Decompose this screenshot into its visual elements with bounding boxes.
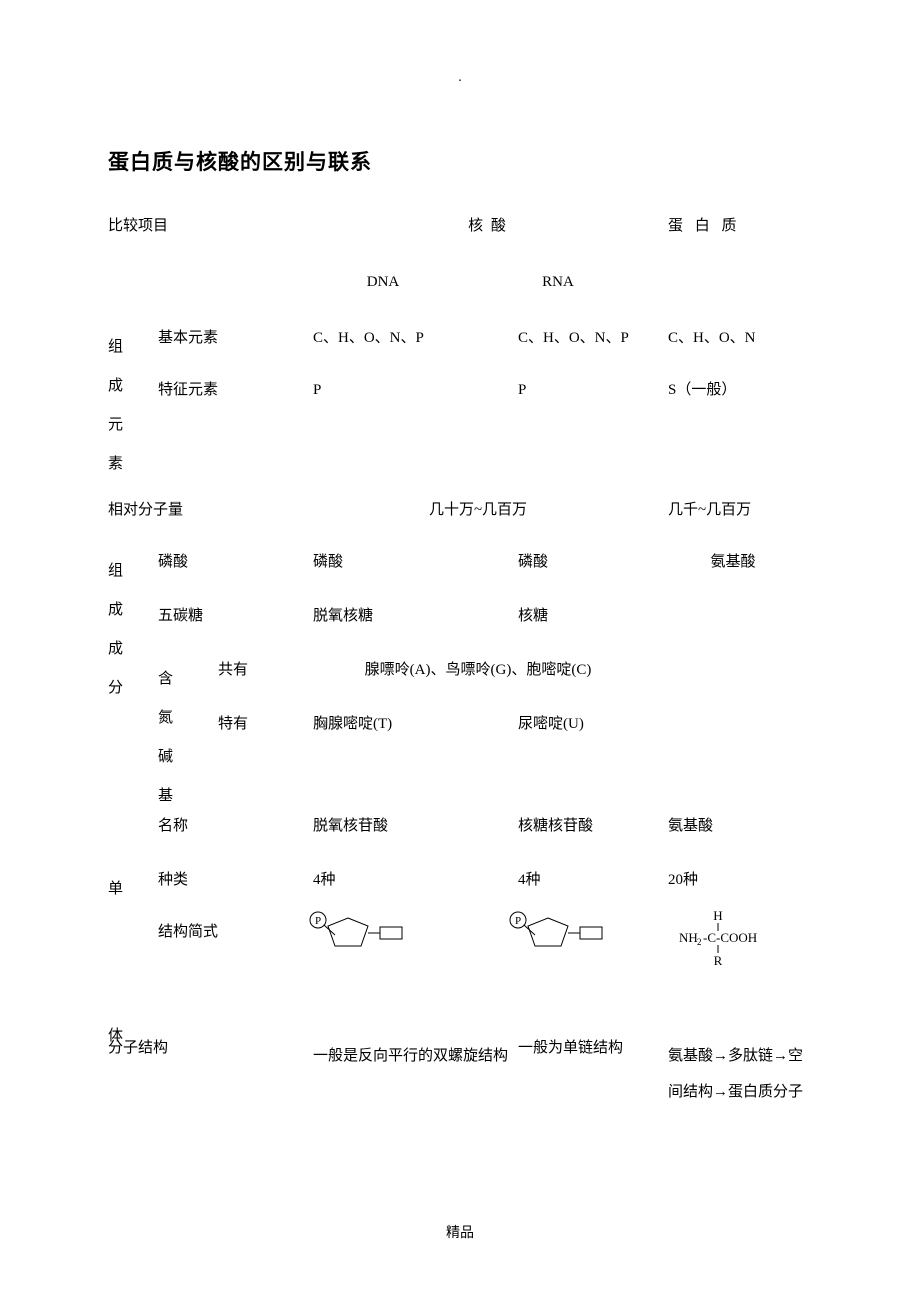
rna-feature-element: P <box>518 380 526 401</box>
dna-specific-base: 胸腺嘧啶(T) <box>313 714 392 735</box>
rna-phosphate: 磷酸 <box>518 552 548 573</box>
label-molecular-structure: 分子结构 <box>108 1038 168 1059</box>
nucleic-mw: 几十万~几百万 <box>313 500 643 521</box>
label-phosphate: 磷酸 <box>158 552 188 573</box>
protein-mw: 几千~几百万 <box>668 500 751 521</box>
label-basic-elements: 基本元素 <box>158 328 218 349</box>
protein-component: 氨基酸 <box>668 552 798 573</box>
label-kinds: 种类 <box>158 870 188 891</box>
rna-monomer-name: 核糖核苷酸 <box>518 816 593 837</box>
dna-basic-elements: C、H、O、N、P <box>313 328 424 349</box>
dna-feature-element: P <box>313 380 321 401</box>
dna-kinds: 4种 <box>313 870 336 891</box>
rna-structure: 一般为单链结构 <box>518 1038 658 1059</box>
top-dot: . <box>108 70 812 86</box>
label-feature-elements: 特征元素 <box>158 380 218 401</box>
label-monomer-text: 单体 <box>108 881 123 1044</box>
rna-basic-elements: C、H、O、N、P <box>518 328 629 349</box>
label-n-base-text: 含氮碱基 <box>158 671 173 804</box>
label-common: 共有 <box>218 660 248 681</box>
svg-text:NH: NH <box>679 930 698 945</box>
label-name: 名称 <box>158 816 188 837</box>
protein-feature-element: S（一般） <box>668 380 736 401</box>
svg-text:H: H <box>713 908 722 923</box>
nucleotide-icon: P <box>308 908 408 953</box>
dna-structure: 一般是反向平行的双螺旋结构 <box>313 1038 508 1074</box>
label-specific: 特有 <box>218 714 248 735</box>
amino-acid-diagram: H NH 2 -C-COOH R <box>673 908 763 975</box>
dna-phosphate: 磷酸 <box>313 552 343 573</box>
label-composition-elements: 组成元素 <box>108 328 126 484</box>
label-composition-components: 组成成分 <box>108 552 126 708</box>
protein-kinds: 20种 <box>668 870 698 891</box>
label-composition-elements-text: 组成元素 <box>108 339 123 472</box>
page-container: . 蛋白质与核酸的区别与联系 比较项目 核 酸 蛋 白 质 DNA RNA 组成… <box>0 0 920 256</box>
amino-acid-icon: H NH 2 -C-COOH R <box>673 908 763 968</box>
protein-basic-elements: C、H、O、N <box>668 328 756 349</box>
page-footer: 精品 <box>0 1222 920 1242</box>
header-rna: RNA <box>488 272 628 293</box>
label-monomer: 单体 <box>108 816 126 1110</box>
svg-text:R: R <box>714 953 723 968</box>
header-dna: DNA <box>313 272 453 293</box>
nucleotide-icon: P <box>508 908 608 953</box>
rna-pentose: 核糖 <box>518 606 548 627</box>
dna-monomer-name: 脱氧核苷酸 <box>313 816 388 837</box>
label-struct-formula: 结构简式 <box>158 922 218 943</box>
rna-specific-base: 尿嘧啶(U) <box>518 714 584 735</box>
header-protein: 蛋 白 质 <box>668 216 741 237</box>
label-composition-components-text: 组成成分 <box>108 563 123 696</box>
svg-text:2: 2 <box>697 937 702 947</box>
header-compare-item: 比较项目 <box>108 216 168 237</box>
rna-kinds: 4种 <box>518 870 541 891</box>
svg-text:-C-COOH: -C-COOH <box>703 930 757 945</box>
dna-pentose: 脱氧核糖 <box>313 606 373 627</box>
header-nucleic-acid: 核 酸 <box>313 216 663 237</box>
dna-nucleotide-diagram: P <box>308 908 408 960</box>
label-relative-mw: 相对分子量 <box>108 500 183 521</box>
protein-monomer-name: 氨基酸 <box>668 816 713 837</box>
label-n-base: 含氮碱基 <box>158 660 176 816</box>
rna-nucleotide-diagram: P <box>508 908 608 960</box>
label-pentose: 五碳糖 <box>158 606 203 627</box>
protein-structure: 氨基酸→多肽链→空间结构→蛋白质分子 <box>668 1038 808 1110</box>
svg-text:P: P <box>515 915 521 927</box>
document-title: 蛋白质与核酸的区别与联系 <box>108 146 812 176</box>
common-bases: 腺嘌呤(A)、鸟嘌呤(G)、胞嘧啶(C) <box>313 660 643 681</box>
svg-text:P: P <box>315 915 321 927</box>
